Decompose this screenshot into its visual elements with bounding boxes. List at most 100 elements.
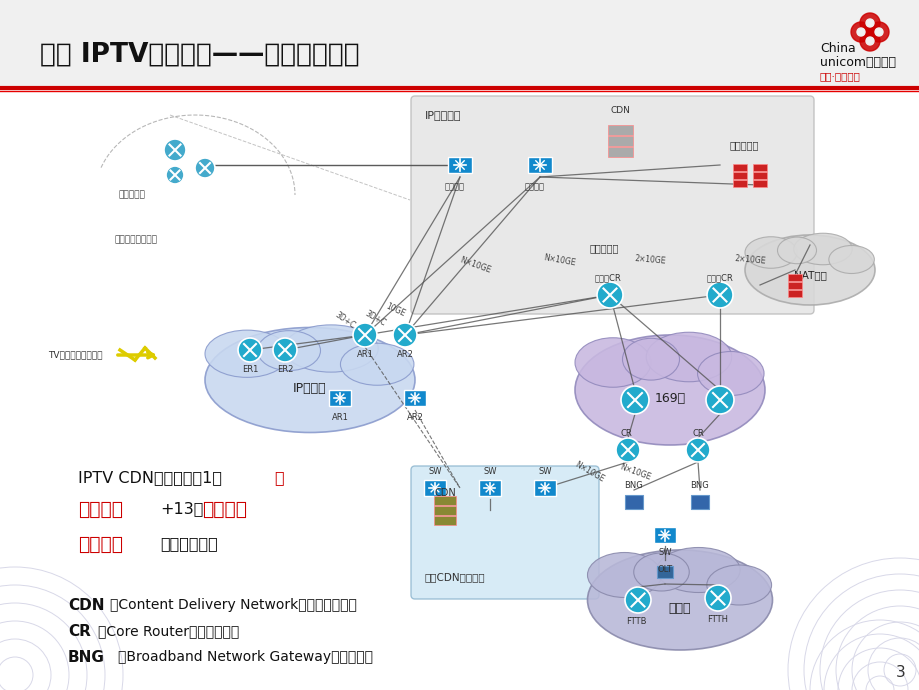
- Text: AR2: AR2: [406, 413, 423, 422]
- Circle shape: [596, 282, 622, 308]
- Bar: [434, 506, 456, 515]
- Circle shape: [704, 585, 731, 611]
- Text: BNG: BNG: [68, 650, 105, 665]
- Text: 省本地CR: 省本地CR: [594, 273, 620, 282]
- Text: 省: 省: [274, 470, 283, 485]
- Bar: [424, 480, 446, 495]
- Text: N×10GE: N×10GE: [543, 253, 576, 267]
- Ellipse shape: [205, 330, 289, 377]
- Ellipse shape: [587, 553, 661, 598]
- Ellipse shape: [697, 351, 763, 395]
- Text: N×10GE: N×10GE: [618, 462, 651, 482]
- Text: CDN: CDN: [434, 488, 456, 498]
- Text: 2×10GE: 2×10GE: [733, 254, 766, 266]
- Bar: [329, 391, 351, 406]
- Circle shape: [686, 438, 709, 462]
- Circle shape: [195, 158, 215, 178]
- Text: 169网: 169网: [653, 393, 685, 405]
- Text: FTTB: FTTB: [625, 617, 645, 626]
- Ellipse shape: [706, 565, 771, 605]
- Bar: [448, 157, 471, 173]
- Ellipse shape: [283, 325, 378, 372]
- Text: 2×10GE: 2×10GE: [633, 254, 665, 266]
- Text: CR: CR: [691, 429, 703, 438]
- Text: CDN: CDN: [609, 106, 630, 115]
- Text: SW: SW: [482, 467, 496, 476]
- Bar: [434, 516, 456, 525]
- Text: 中心节点: 中心节点: [78, 500, 123, 519]
- Circle shape: [868, 22, 888, 42]
- Bar: [732, 180, 746, 187]
- Text: SW: SW: [657, 548, 671, 557]
- Ellipse shape: [656, 547, 739, 593]
- Text: 省内二级调控平台: 省内二级调控平台: [115, 235, 158, 244]
- Bar: [788, 282, 801, 289]
- Bar: [0, 0, 919, 88]
- Bar: [752, 172, 766, 179]
- Bar: [607, 125, 632, 135]
- Bar: [607, 147, 632, 157]
- Circle shape: [620, 386, 648, 414]
- Text: unicom中国联通: unicom中国联通: [819, 55, 895, 68]
- Ellipse shape: [645, 333, 731, 382]
- Circle shape: [273, 338, 297, 362]
- Text: 3D+C: 3D+C: [363, 308, 387, 328]
- Text: China: China: [819, 41, 855, 55]
- Text: 中心节点: 中心节点: [78, 535, 123, 554]
- Ellipse shape: [205, 328, 414, 433]
- Circle shape: [859, 13, 879, 33]
- Text: 10GE: 10GE: [383, 302, 405, 318]
- Bar: [653, 527, 675, 543]
- Text: （Core Router）核心路由器: （Core Router）核心路由器: [98, 624, 239, 638]
- Text: 广电信号源: 广电信号源: [119, 190, 145, 199]
- Text: N×10GE: N×10GE: [458, 255, 492, 275]
- FancyBboxPatch shape: [411, 96, 813, 314]
- Bar: [690, 495, 709, 509]
- Text: ER1: ER1: [242, 365, 258, 374]
- Text: +13个: +13个: [160, 501, 203, 516]
- Bar: [624, 495, 642, 509]
- Bar: [656, 566, 673, 578]
- Text: BNG: BNG: [690, 481, 709, 490]
- Text: AR1: AR1: [357, 350, 373, 359]
- Text: CDN: CDN: [68, 598, 105, 613]
- Text: AR2: AR2: [396, 350, 413, 359]
- Ellipse shape: [257, 331, 320, 371]
- Circle shape: [874, 28, 882, 36]
- Ellipse shape: [340, 343, 414, 385]
- Bar: [732, 172, 746, 179]
- Text: 三、 IPTV网络架构——网络承载模型: 三、 IPTV网络架构——网络承载模型: [40, 42, 359, 68]
- Bar: [607, 136, 632, 146]
- Text: （Broadband Network Gateway）边缘节点: （Broadband Network Gateway）边缘节点: [118, 650, 372, 664]
- Circle shape: [392, 323, 416, 347]
- Circle shape: [353, 323, 377, 347]
- Text: IP承载网: IP承载网: [293, 382, 326, 395]
- Circle shape: [624, 587, 651, 613]
- Bar: [788, 274, 801, 281]
- Circle shape: [857, 28, 864, 36]
- Text: CR: CR: [619, 429, 631, 438]
- Text: 网络设备: 网络设备: [525, 182, 544, 191]
- Text: 网路设备: 网路设备: [445, 182, 464, 191]
- Ellipse shape: [622, 338, 679, 380]
- Text: （Content Delivery Network）内容分发网络: （Content Delivery Network）内容分发网络: [110, 598, 357, 612]
- Text: IP业务平台: IP业务平台: [425, 110, 461, 120]
- Circle shape: [165, 166, 184, 184]
- Text: 接入网: 接入网: [668, 602, 690, 615]
- Circle shape: [850, 22, 870, 42]
- Circle shape: [865, 37, 873, 45]
- Bar: [528, 157, 551, 173]
- Text: FTTH: FTTH: [707, 615, 728, 624]
- Ellipse shape: [744, 235, 874, 305]
- Text: 省本地CR: 省本地CR: [706, 273, 732, 282]
- Text: 安全域隔离: 安全域隔离: [729, 140, 758, 150]
- Text: 地市区域: 地市区域: [202, 500, 246, 519]
- Ellipse shape: [828, 246, 873, 273]
- Text: CR: CR: [68, 624, 91, 639]
- Ellipse shape: [587, 550, 772, 650]
- Ellipse shape: [793, 233, 851, 265]
- Circle shape: [238, 338, 262, 362]
- Circle shape: [865, 19, 873, 27]
- Ellipse shape: [574, 337, 651, 387]
- Bar: [403, 391, 425, 406]
